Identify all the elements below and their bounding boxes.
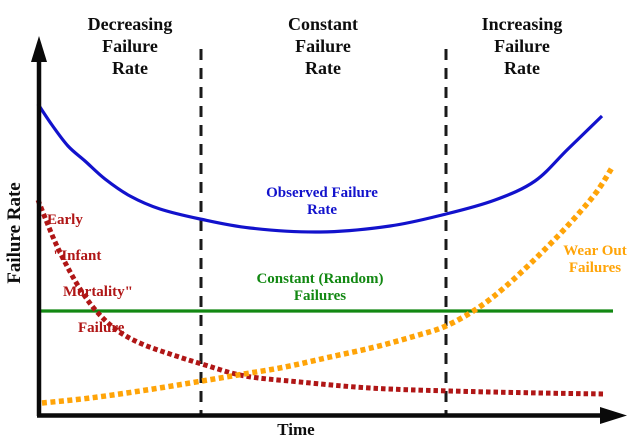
constant-random-failures-label: Constant (Random) Failures (256, 271, 384, 304)
curve-early-infant-mortality-failure (35, 199, 606, 397)
region-label-decreasing-failure-rate: Decreasing Failure Rate (87, 14, 173, 78)
curve-observed-failure-rate (36, 103, 604, 234)
y-axis-label: Failure Rate (4, 182, 25, 284)
wear-out-failures-label: Wear Out Failures (563, 243, 627, 276)
observed-failure-rate-label: Observed Failure Rate (266, 185, 378, 218)
x-axis-arrow-icon (600, 407, 627, 424)
infant-label-line-4: Failure (78, 320, 125, 336)
curves (35, 103, 616, 406)
region-boundaries (199, 49, 448, 414)
axes (31, 36, 627, 424)
x-axis-label: Time (277, 420, 315, 439)
infant-label-line-1: Early (47, 212, 83, 228)
y-axis-arrow-icon (31, 36, 47, 62)
region-label-constant-failure-rate: Constant Failure Rate (287, 14, 358, 78)
infant-label-line-3: Mortality" (63, 284, 133, 300)
region-label-increasing-failure-rate: Increasing Failure Rate (481, 14, 563, 78)
infant-mortality-failure-label: Early "Infant Mortality" Failure (47, 193, 167, 355)
infant-label-line-2: "Infant (53, 248, 102, 264)
